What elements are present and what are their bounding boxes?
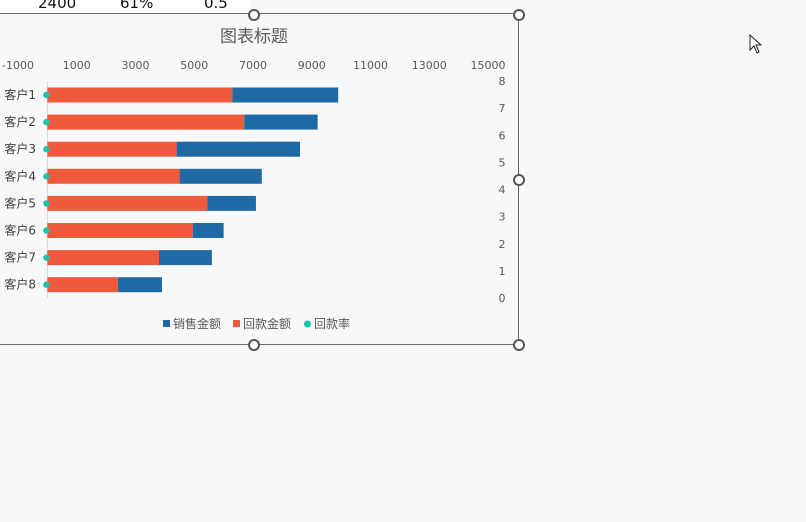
bar-xiaoshou [179, 168, 262, 184]
rate-point [43, 118, 50, 126]
category-label: 客户1 [4, 87, 36, 102]
y2-tick-label: 1 [499, 265, 506, 278]
cell-value[interactable]: 0.5 [204, 0, 228, 12]
y2-tick-label: 2 [499, 238, 506, 251]
legend-swatch [304, 320, 311, 328]
cell-value[interactable]: 61% [120, 0, 154, 12]
x-tick-label: 3000 [122, 59, 150, 72]
category-label: 客户7 [4, 250, 36, 265]
bar-huikuan [47, 87, 233, 103]
rate-point [43, 254, 50, 261]
y2-tick-label: 8 [499, 75, 506, 88]
resize-handle-bottom[interactable] [248, 339, 260, 351]
bar-xiaoshou [176, 141, 300, 157]
category-label: 客户6 [4, 223, 36, 238]
y2-tick-label: 5 [499, 156, 506, 169]
chart-svg: 图表标题 -1000 1000 3000 5000 7000 9000 11000 13000 1… [2, 27, 506, 331]
category-label: 客户3 [4, 141, 36, 156]
category-label: 客户4 [4, 168, 36, 183]
resize-handle-top-right[interactable] [513, 9, 525, 21]
legend-swatch [233, 320, 240, 327]
x-tick-label: 9000 [298, 59, 326, 72]
x-tick-label: 13000 [412, 59, 447, 72]
bar-xiaoshou [232, 87, 339, 103]
bar-xiaoshou [192, 223, 224, 238]
bar-huikuan [47, 141, 177, 157]
x-tick-label: 15000 [471, 59, 506, 72]
y2-tick-label: 0 [499, 292, 506, 305]
spreadsheet-row: 2400 61% 0.5 [0, 0, 250, 15]
legend-label: 回款金额 [243, 316, 291, 331]
bar-huikuan [47, 114, 245, 130]
y2-tick-label: 4 [499, 184, 506, 197]
legend-label: 回款率 [314, 316, 350, 331]
chart-area[interactable]: 图表标题 -1000 1000 3000 5000 7000 9000 11000 13000 1… [0, 13, 519, 345]
resize-handle-top[interactable] [248, 9, 260, 21]
resize-handle-bottom-right[interactable] [513, 339, 525, 351]
cell-value[interactable]: 2400 [38, 0, 77, 12]
category-label: 客户5 [4, 195, 36, 210]
x-tick-label: -1000 [2, 59, 34, 72]
rate-point [43, 146, 50, 153]
bar-huikuan [47, 195, 208, 211]
y2-tick-label: 3 [499, 211, 506, 224]
x-tick-label: 1000 [63, 59, 91, 72]
x-tick-label: 5000 [180, 59, 208, 72]
legend-swatch [163, 320, 170, 327]
chart-title: 图表标题 [220, 27, 288, 47]
x-tick-label: 7000 [239, 59, 267, 72]
y2-tick-label: 6 [499, 129, 506, 142]
category-label: 客户8 [4, 277, 36, 292]
bar-huikuan [47, 277, 118, 293]
rate-point [43, 91, 50, 99]
bar-huikuan [47, 168, 180, 184]
bar-xiaoshou [159, 250, 212, 266]
rate-point [43, 281, 50, 288]
bar-huikuan [47, 250, 159, 266]
x-tick-label: 11000 [353, 59, 388, 72]
bar-xiaoshou [117, 277, 162, 293]
rate-point [43, 173, 50, 180]
mouse-cursor-icon [749, 34, 763, 54]
bar-xiaoshou [244, 114, 318, 130]
y2-tick-label: 7 [499, 102, 506, 115]
category-label: 客户2 [4, 114, 36, 129]
bar-xiaoshou [207, 195, 256, 211]
legend-label: 销售金额 [173, 316, 221, 331]
rate-point [43, 227, 50, 234]
rate-point [43, 200, 50, 207]
bar-huikuan [47, 223, 193, 238]
resize-handle-right[interactable] [513, 174, 525, 186]
